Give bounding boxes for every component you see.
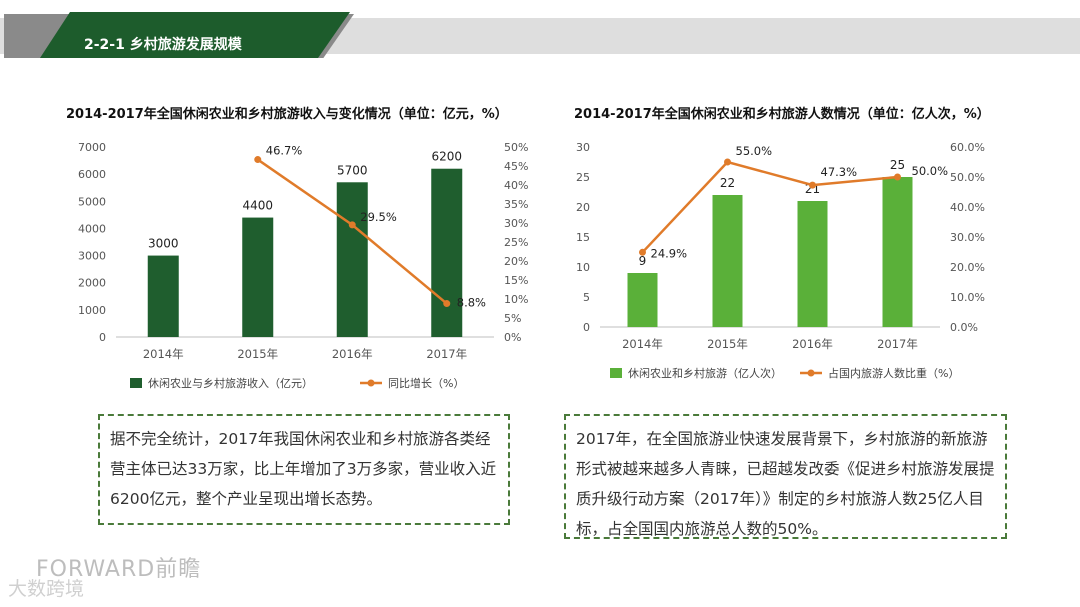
- right-summary-text: 2017年，在全国旅游业快速发展背景下，乡村旅游的新旅游形式被越来越多人青睐，已…: [576, 430, 995, 538]
- y-tick-label-right: 0.0%: [950, 321, 978, 334]
- x-tick-label: 2017年: [877, 337, 918, 351]
- line-point: [639, 248, 646, 256]
- legend-line-label: 占国内旅游人数比重（%）: [828, 366, 959, 380]
- line-point: [894, 173, 901, 181]
- left-summary-text: 据不完全统计，2017年我国休闲农业和乡村旅游各类经营主体已达33万家，比上年增…: [110, 430, 497, 508]
- y-tick-label-right: 20%: [504, 255, 528, 268]
- legend-line-marker: [807, 369, 815, 377]
- legend-bar-swatch: [130, 378, 142, 388]
- y-tick-label-left: 6000: [78, 168, 106, 181]
- line-data-label: 46.7%: [266, 144, 303, 158]
- bar-data-label: 6200: [431, 150, 462, 164]
- y-tick-label-left: 1000: [78, 304, 106, 317]
- y-tick-label-left: 2000: [78, 277, 106, 290]
- y-tick-label-right: 30.0%: [950, 231, 985, 244]
- left-summary-box: 据不完全统计，2017年我国休闲农业和乡村旅游各类经营主体已达33万家，比上年增…: [98, 414, 510, 525]
- bar: [797, 201, 828, 327]
- y-tick-label-left: 3000: [78, 250, 106, 263]
- y-tick-label-right: 50%: [504, 141, 528, 154]
- line-point: [348, 221, 356, 229]
- visitors-chart: 0 5 10 15 20 25 30 0.0% 10.0% 20.0% 30.0% 40.0% 50.0…: [576, 141, 985, 380]
- line-point: [809, 181, 816, 189]
- bar: [882, 177, 913, 327]
- y-tick-label-right: 10.0%: [950, 291, 985, 304]
- y-tick-label-right: 10%: [504, 293, 528, 306]
- bar-data-label: 3000: [148, 237, 179, 251]
- bar-data-label: 9: [639, 254, 647, 268]
- legend-bar-label: 休闲农业与乡村旅游收入（亿元）: [148, 376, 313, 390]
- x-tick-label: 2016年: [792, 337, 833, 351]
- y-tick-label-right: 20.0%: [950, 261, 985, 274]
- bar: [431, 168, 463, 337]
- line-data-label: 24.9%: [651, 246, 688, 260]
- line-data-label: 29.5%: [360, 210, 397, 224]
- bar-data-label: 22: [720, 176, 735, 190]
- line-series: [641, 160, 898, 254]
- y-tick-label-left: 15: [576, 231, 590, 244]
- y-tick-label-left: 0: [583, 321, 590, 334]
- section-tab-shape: [4, 12, 354, 58]
- y-tick-label-left: 20: [576, 201, 590, 214]
- y-tick-label-right: 50.0%: [950, 171, 985, 184]
- x-tick-label: 2016年: [332, 347, 373, 361]
- legend-line-marker: [367, 379, 375, 387]
- bar: [242, 217, 274, 337]
- y-tick-label-left: 4000: [78, 222, 106, 235]
- right-chart-title: 2014-2017年全国休闲农业和乡村旅游人数情况（单位：亿人次，%）: [574, 107, 990, 122]
- x-tick-label: 2015年: [707, 337, 748, 351]
- line-point: [724, 158, 731, 166]
- y-tick-label-left: 30: [576, 141, 590, 154]
- x-tick-label: 2015年: [237, 347, 278, 361]
- y-tick-label-left: 10: [576, 261, 590, 274]
- line-data-label: 50.0%: [912, 164, 949, 178]
- y-tick-label-left: 5000: [78, 195, 106, 208]
- y-tick-label-right: 5%: [504, 312, 521, 325]
- y-tick-label-left: 25: [576, 171, 590, 184]
- y-tick-label-left: 5: [583, 291, 590, 304]
- line-data-label: 47.3%: [821, 165, 858, 179]
- y-tick-label-right: 0%: [504, 331, 521, 344]
- y-tick-label-right: 25%: [504, 236, 528, 249]
- legend-bar-label: 休闲农业和乡村旅游（亿人次）: [628, 366, 782, 380]
- bar-data-label: 5700: [337, 163, 368, 177]
- y-tick-label-left: 7000: [78, 141, 106, 154]
- left-chart-title: 2014-2017年全国休闲农业和乡村旅游收入与变化情况（单位：亿元，%）: [66, 107, 508, 122]
- y-tick-label-right: 45%: [504, 160, 528, 173]
- bar: [627, 273, 658, 327]
- watermark: 大数跨境: [8, 578, 85, 600]
- y-tick-label-right: 35%: [504, 198, 528, 211]
- x-tick-label: 2017年: [426, 347, 467, 361]
- section-title: 2-2-1 乡村旅游发展规模: [84, 37, 242, 53]
- y-tick-label-right: 15%: [504, 274, 528, 287]
- bar-data-label: 4400: [242, 199, 273, 213]
- y-tick-label-right: 30%: [504, 217, 528, 230]
- y-tick-label-right: 40.0%: [950, 201, 985, 214]
- x-tick-label: 2014年: [622, 337, 663, 351]
- line-data-label: 55.0%: [736, 144, 773, 158]
- bar-data-label: 25: [890, 158, 905, 172]
- y-tick-label-left: 0: [99, 331, 106, 344]
- line-data-label: 8.8%: [457, 296, 486, 310]
- bar: [147, 255, 179, 337]
- right-summary-box: 2017年，在全国旅游业快速发展背景下，乡村旅游的新旅游形式被越来越多人青睐，已…: [564, 414, 1007, 539]
- line-point: [254, 156, 262, 164]
- y-tick-label-right: 40%: [504, 179, 528, 192]
- legend-line-label: 同比增长（%）: [388, 376, 464, 390]
- bar: [336, 182, 368, 337]
- bar: [712, 195, 743, 327]
- forward-logo: FORWARD前瞻: [36, 557, 202, 582]
- x-tick-label: 2014年: [143, 347, 184, 361]
- y-tick-label-right: 60.0%: [950, 141, 985, 154]
- section-tab: 2-2-1 乡村旅游发展规模: [0, 12, 356, 58]
- income-chart: 0 1000 2000 3000 4000 5000 6000 7000 0% 5% 10% 15% 2…: [78, 141, 528, 390]
- legend-bar-swatch: [610, 368, 622, 378]
- line-point: [443, 300, 451, 308]
